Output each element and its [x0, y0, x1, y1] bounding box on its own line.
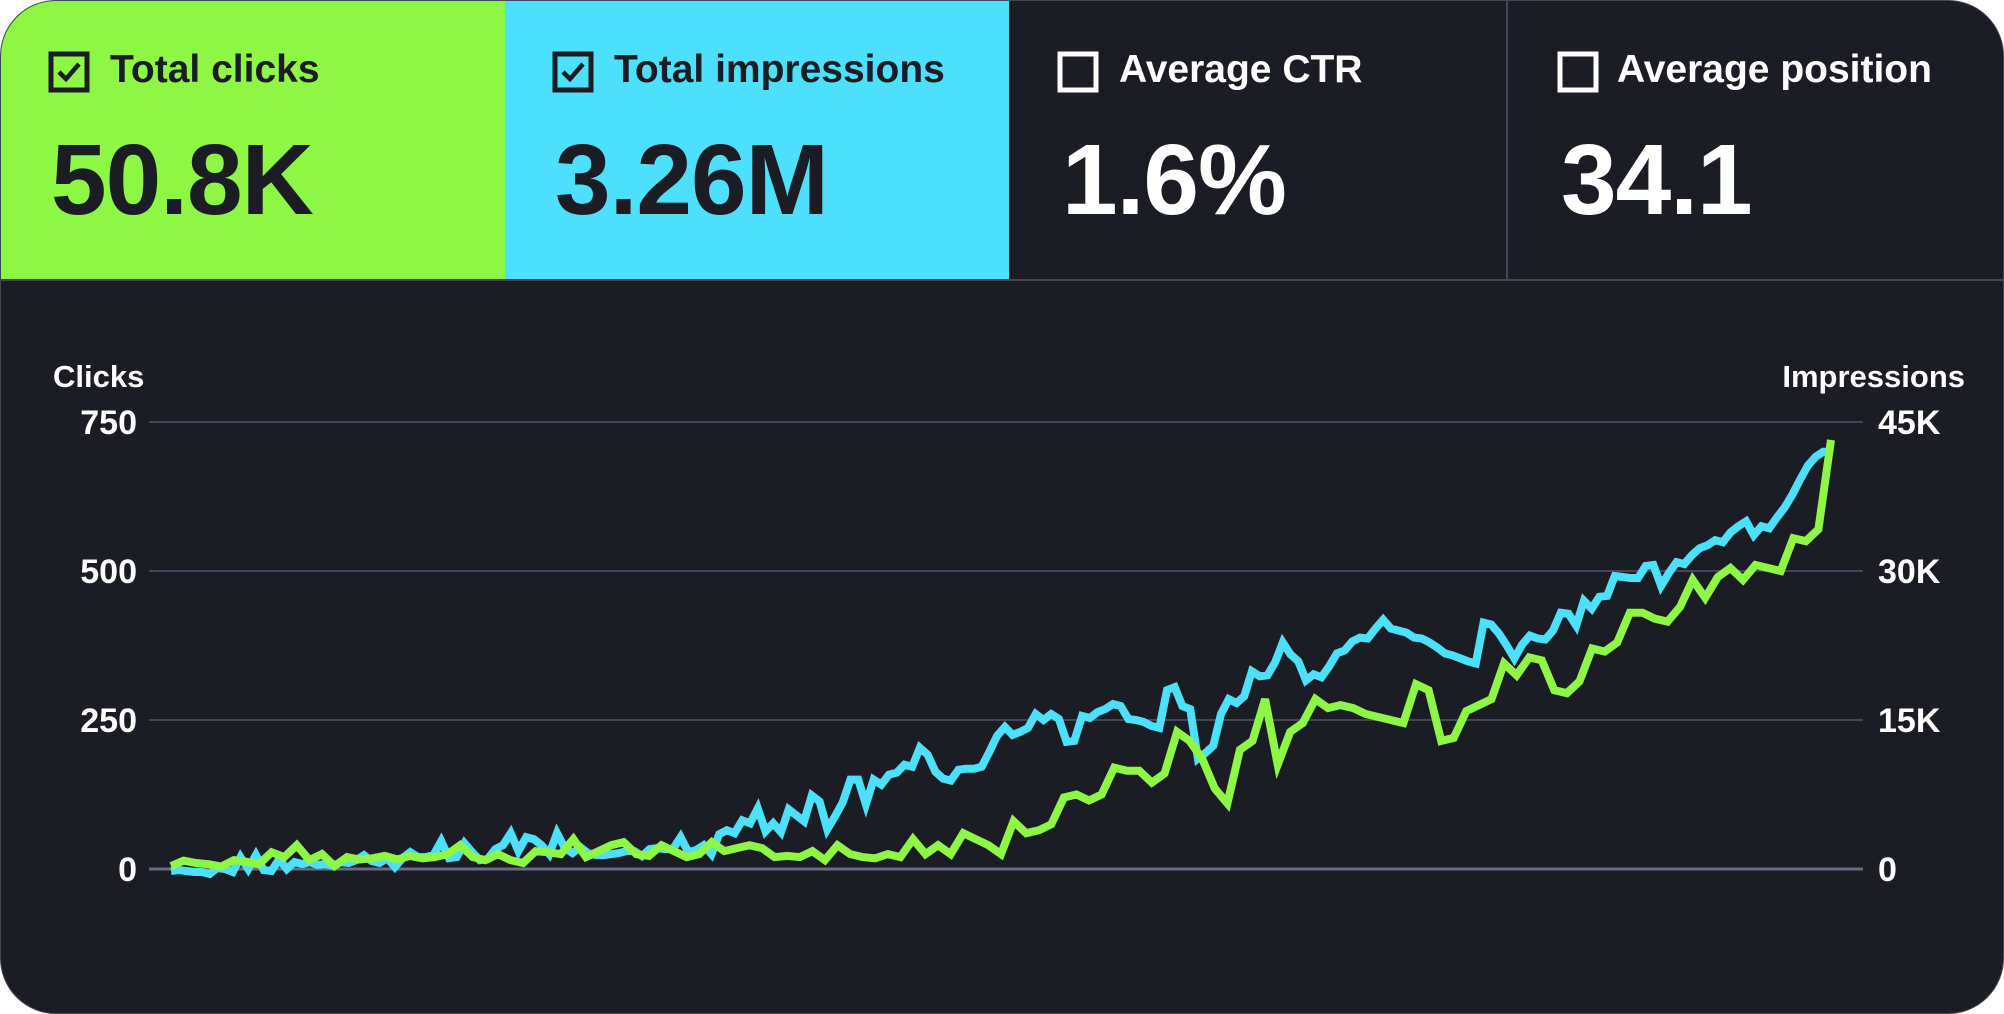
metric-value: 1.6% [1062, 124, 1287, 236]
series-lines [169, 439, 1835, 879]
metric-label: Total clicks [110, 48, 320, 91]
metric-total-clicks[interactable]: Total clicks 50.8K [1, 1, 505, 281]
y-axis-right-ticks: 0 15K 30K 45K [1878, 404, 1941, 889]
y-axis-left-ticks: 0 250 500 750 [80, 404, 137, 889]
clicks-series-line [169, 439, 1835, 872]
y-tick-left-label: 750 [80, 404, 137, 442]
metric-label: Average position [1617, 48, 1932, 91]
y-tick-right-label: 15K [1878, 702, 1941, 740]
metric-average-position[interactable]: Average position 34.1 [1508, 1, 2003, 281]
metric-value: 50.8K [51, 124, 314, 236]
y-tick-right-label: 0 [1878, 851, 1897, 889]
checkbox-checked-icon[interactable] [552, 51, 594, 93]
metric-label: Total impressions [614, 48, 945, 91]
checkbox-checked-icon[interactable] [48, 51, 90, 93]
metric-value: 3.26M [555, 124, 829, 236]
metrics-bar: Total clicks 50.8K Total impressions 3.2… [1, 1, 2003, 282]
y-axis-right-label: Impressions [1782, 359, 1965, 394]
impressions-series-line [170, 447, 1831, 879]
y-tick-left-label: 500 [80, 553, 137, 591]
metric-label: Average CTR [1119, 48, 1363, 91]
gridlines [149, 421, 1863, 871]
y-tick-right-label: 30K [1878, 553, 1941, 591]
metric-value: 34.1 [1561, 124, 1753, 236]
metric-average-ctr[interactable]: Average CTR 1.6% [1009, 1, 1508, 281]
y-tick-right-label: 45K [1878, 404, 1941, 442]
y-axis-left-label: Clicks [53, 359, 144, 394]
y-tick-left-label: 250 [80, 702, 137, 740]
checkbox-unchecked-icon[interactable] [1057, 51, 1099, 93]
y-tick-left-label: 0 [118, 851, 137, 889]
checkbox-unchecked-icon[interactable] [1557, 51, 1599, 93]
metric-total-impressions[interactable]: Total impressions 3.26M [505, 1, 1009, 281]
